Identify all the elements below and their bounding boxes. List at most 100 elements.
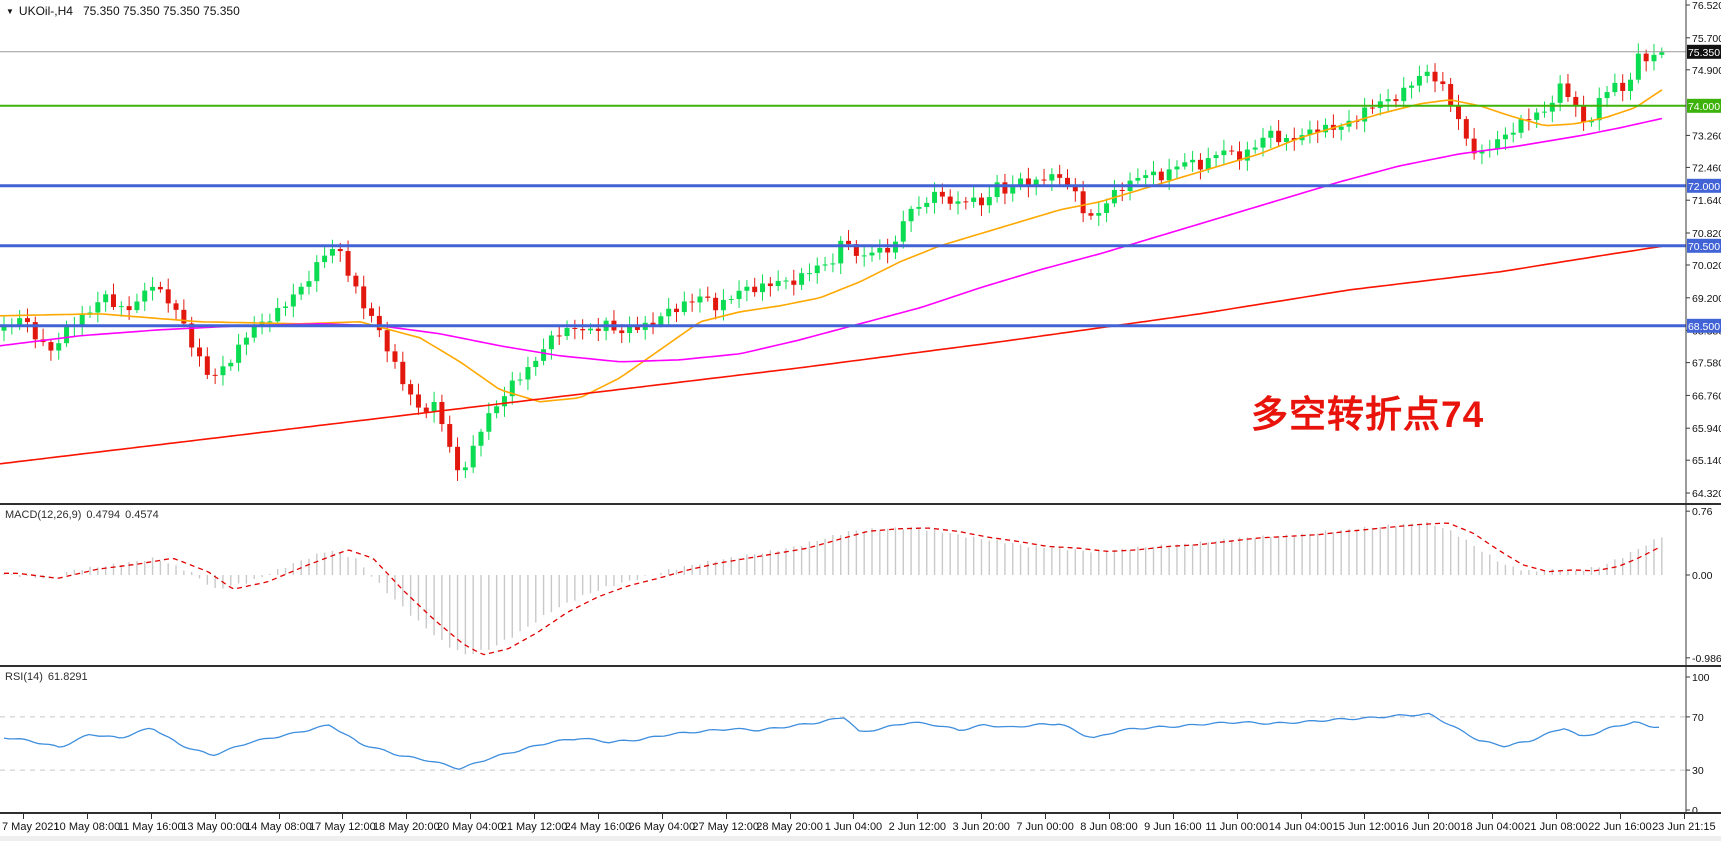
time-axis-tick <box>1045 814 1047 819</box>
time-axis-label: 21 Jun 08:00 <box>1524 821 1588 833</box>
time-axis-tick <box>150 814 152 819</box>
time-axis-label: 1 Jun 04:00 <box>824 821 883 833</box>
rsi-axis-tick: 100 <box>1692 672 1710 684</box>
macd-value: 0.4794 <box>86 509 121 521</box>
price-badge-label: 75.350 <box>1688 47 1720 59</box>
chart-title: ▼ UKOil-,H4 75.350 75.350 75.350 75.350 <box>6 4 240 18</box>
macd-label: MACD(12,26,9) <box>5 509 82 521</box>
time-axis-label: 24 May 16:00 <box>564 821 632 833</box>
time-axis-label: 14 Jun 04:00 <box>1268 821 1333 833</box>
time-axis-tick <box>1683 814 1685 819</box>
time-axis-tick <box>534 814 536 819</box>
time-axis-label: 13 May 00:00 <box>181 821 248 833</box>
time-axis-tick <box>1364 814 1366 819</box>
time-axis-label: 20 May 04:00 <box>436 821 504 833</box>
time-axis-label: 16 Jun 20:00 <box>1396 821 1461 833</box>
time-axis-label: 11 Jun 00:00 <box>1205 821 1269 833</box>
time-axis-tick <box>917 814 919 819</box>
time-axis-tick <box>789 814 791 819</box>
time-axis-label: 10 May 08:00 <box>53 821 121 833</box>
time-axis-label: 14 May 08:00 <box>245 821 312 833</box>
time-axis-label: 21 May 12:00 <box>500 821 568 833</box>
time-axis-tick <box>853 814 855 819</box>
ma-slow-red <box>0 245 1663 465</box>
macd-signal-value: 0.4574 <box>125 509 159 521</box>
time-axis-tick <box>406 814 408 819</box>
time-axis-label: 3 Jun 20:00 <box>952 821 1010 833</box>
macd-axis: 0.76 0.00 -0.9862 <box>1685 505 1721 665</box>
time-axis-label: 11 May 16:00 <box>117 821 184 833</box>
rsi-panel-label: RSI(14) 61.8291 <box>5 671 93 683</box>
time-axis-label: 27 May 12:00 <box>692 821 759 833</box>
time-axis-label: 2 Jun 12:00 <box>888 821 947 833</box>
time-axis-tick <box>725 814 727 819</box>
price-axis-tick: 66.760 <box>1692 390 1721 402</box>
time-axis-label: 18 May 20:00 <box>372 821 440 833</box>
time-axis-label: 9 Jun 16:00 <box>1144 821 1202 833</box>
price-axis-tick: 64.320 <box>1692 488 1721 500</box>
price-axis-tick: 74.900 <box>1692 65 1721 77</box>
time-axis-tick <box>597 814 599 819</box>
price-badge-label: 68.500 <box>1688 321 1720 333</box>
time-axis-tick <box>1556 814 1558 819</box>
time-axis-label: 7 May 2021 <box>2 821 60 833</box>
macd-signal-line <box>4 522 1660 656</box>
time-axis-label: 22 Jun 16:00 <box>1588 821 1652 833</box>
price-badge-label: 74.000 <box>1688 101 1720 113</box>
rsi-label: RSI(14) <box>5 671 43 683</box>
price-badge-68.500 <box>1687 318 1721 333</box>
macd-axis-tick: 0.76 <box>1692 506 1713 518</box>
ohlc-quotes: 75.350 75.350 75.350 75.350 <box>82 4 240 18</box>
price-badge-label: 72.000 <box>1688 181 1720 193</box>
time-axis-tick <box>342 814 344 819</box>
symbol-dropdown-icon[interactable]: ▼ <box>6 7 14 16</box>
price-axis-tick: 70.820 <box>1692 228 1721 240</box>
price-axis-tick: 65.940 <box>1692 423 1721 435</box>
time-axis-tick <box>661 814 663 819</box>
annotation-text: 多空转折点74 <box>1251 394 1485 435</box>
symbol-timeframe: UKOil-,H4 <box>18 4 73 18</box>
rsi-axis-tick: 70 <box>1692 712 1704 724</box>
window-bottom-edge <box>0 836 1721 841</box>
time-axis-tick <box>1620 814 1621 819</box>
macd-axis-tick: 0.00 <box>1692 570 1713 582</box>
price-badge-label: 70.500 <box>1688 241 1720 253</box>
price-axis-tick: 71.640 <box>1692 195 1721 207</box>
time-axis-label: 17 May 12:00 <box>309 821 376 833</box>
time-axis-tick <box>1428 814 1430 819</box>
price-badge-74.000 <box>1687 98 1721 113</box>
price-axis-tick: 76.520 <box>1692 0 1721 12</box>
time-axis-label: 23 Jun 21:15 <box>1652 821 1716 833</box>
rsi-line <box>3 712 1660 770</box>
price-axis-tick: 75.700 <box>1692 33 1721 45</box>
time-axis-label: 7 Jun 00:00 <box>1016 821 1074 833</box>
rsi-axis: 100 70 30 0 <box>1685 667 1710 812</box>
time-axis-label: 15 Jun 12:00 <box>1332 821 1397 833</box>
time-axis-tick <box>278 814 280 819</box>
price-axis-tick: 72.460 <box>1692 162 1721 174</box>
macd-histogram <box>3 521 1663 655</box>
rsi-indicator-chart: 100 70 30 0 <box>0 667 1710 812</box>
time-axis-tick <box>1108 814 1110 819</box>
price-badge-75.350 <box>1687 44 1721 59</box>
candlestick-chart: 76.520 75.700 74.900 73.260 72.460 71.640 70.8… <box>0 0 1721 503</box>
price-chart-panel: 76.520 75.700 74.900 73.260 72.460 71.640 70.8… <box>0 0 1721 505</box>
rsi-indicator-panel: 100 70 30 0 RSI(14) 61.8291 <box>0 667 1721 813</box>
price-badge-70.500 <box>1687 238 1721 253</box>
time-axis-tick <box>1236 814 1238 819</box>
price-axis-tick: 69.200 <box>1692 293 1721 305</box>
price-axis-tick: 67.580 <box>1692 358 1721 370</box>
time-axis-tick <box>981 814 983 819</box>
macd-indicator-chart: 0.76 0.00 -0.9862 <box>3 505 1721 665</box>
ma-fast-orange <box>0 89 1663 403</box>
price-axis-tick: 65.140 <box>1692 455 1721 467</box>
candles <box>1 43 1665 481</box>
macd-indicator-panel: 0.76 0.00 -0.9862 MACD(12,26,9) 0.4794 0.457… <box>0 505 1721 667</box>
price-axis-tick: 73.260 <box>1692 130 1721 142</box>
time-axis-tick <box>1492 814 1494 819</box>
time-axis-label: 8 Jun 08:00 <box>1080 821 1138 833</box>
time-axis-label: 28 May 20:00 <box>756 821 823 833</box>
time-axis-tick <box>470 814 472 819</box>
time-axis-tick <box>1300 814 1302 819</box>
